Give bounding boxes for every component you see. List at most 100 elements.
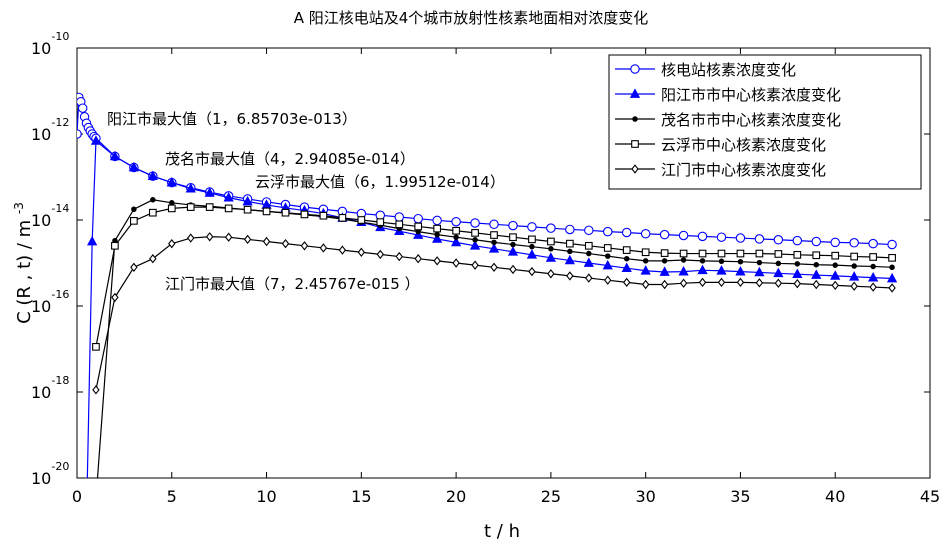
data-point	[224, 232, 233, 242]
data-point	[851, 263, 857, 269]
data-point	[490, 262, 498, 272]
data-point	[77, 103, 88, 113]
chart-title: A 阳江核电站及4个城市放射性核素地面相对浓度变化	[294, 9, 649, 27]
data-point	[319, 243, 328, 253]
data-point	[850, 281, 858, 291]
data-point	[224, 204, 233, 213]
data-point	[375, 210, 386, 221]
data-point	[566, 271, 574, 281]
data-point	[186, 203, 195, 211]
data-point	[792, 268, 803, 279]
legend-marker	[631, 140, 639, 148]
y-tick-base: 10	[31, 125, 51, 144]
legend-label: 茂名市市中心核素浓度变化	[661, 111, 841, 129]
data-point	[812, 279, 820, 290]
x-axis-label: t / h	[484, 521, 520, 542]
data-point	[147, 170, 158, 180]
data-point	[128, 161, 139, 172]
legend-entry: 茂名市市中心核素浓度变化	[615, 111, 841, 129]
data-point	[623, 255, 630, 262]
series-4	[92, 203, 896, 351]
data-point	[679, 278, 688, 288]
data-point	[697, 231, 708, 242]
data-point	[888, 283, 896, 293]
data-point	[642, 258, 649, 264]
data-point	[453, 234, 459, 240]
legend-marker	[629, 88, 641, 98]
data-point	[736, 277, 745, 288]
data-point	[281, 238, 290, 249]
data-point	[281, 208, 290, 217]
data-point	[205, 203, 214, 211]
data-point	[87, 235, 98, 246]
data-point	[735, 265, 746, 276]
data-point	[697, 264, 708, 275]
data-point	[509, 233, 517, 242]
data-point	[585, 273, 593, 283]
data-point	[641, 248, 650, 257]
data-point	[528, 266, 536, 277]
data-point	[488, 243, 500, 253]
data-point	[111, 241, 119, 250]
data-point	[490, 231, 498, 239]
data-point	[395, 220, 404, 229]
data-point	[849, 238, 859, 248]
series-group	[77, 92, 898, 478]
data-point	[526, 249, 538, 259]
y-tick-label: 10-18	[31, 374, 69, 402]
data-point	[621, 227, 632, 238]
y-axis-label-exponent: -3	[12, 202, 26, 214]
data-point	[547, 237, 555, 246]
data-point	[565, 239, 574, 248]
data-point	[605, 253, 611, 259]
data-point	[414, 222, 423, 231]
legend-label: 云浮市中心核素浓度变化	[661, 136, 826, 154]
data-point	[869, 282, 877, 292]
data-point	[717, 249, 726, 258]
axis-ticks: 0 5 10 15 20 25 30 35 40 4510-1010-1210-1410-1610…	[31, 30, 940, 506]
data-point	[130, 217, 138, 225]
data-point	[242, 195, 253, 206]
legend-entry: 核电站核素浓度变化	[615, 61, 796, 79]
data-point	[300, 210, 309, 219]
data-point	[794, 261, 801, 267]
data-point	[148, 208, 157, 217]
data-point	[811, 269, 822, 279]
data-point	[546, 223, 556, 233]
data-point	[659, 266, 670, 276]
y-axis-label-group: C (R , t) / m -3	[12, 202, 35, 324]
data-point	[586, 250, 592, 257]
x-tick-label: 30	[635, 487, 655, 506]
data-point	[450, 236, 462, 247]
data-point	[168, 238, 176, 249]
data-point	[262, 236, 271, 247]
data-point	[376, 218, 385, 227]
y-tick-exponent: -16	[51, 288, 69, 301]
y-tick-exponent: -18	[51, 374, 69, 387]
y-tick-label: 10-20	[31, 460, 69, 488]
data-point	[357, 247, 366, 257]
data-point	[583, 257, 594, 267]
data-point	[472, 237, 478, 243]
data-point	[565, 224, 575, 235]
data-point	[640, 265, 651, 275]
legend-entry: 云浮市中心核素浓度变化	[615, 136, 826, 154]
y-tick-base: 10	[31, 211, 51, 230]
y-tick-exponent: -10	[51, 30, 69, 43]
data-point	[774, 250, 783, 258]
data-point	[678, 265, 689, 276]
x-tick-label: 15	[351, 487, 371, 506]
data-point	[131, 206, 137, 213]
data-point	[471, 260, 479, 270]
data-point	[471, 229, 479, 237]
data-point	[469, 240, 481, 250]
data-point	[680, 257, 687, 263]
data-point	[529, 243, 535, 250]
data-point	[338, 214, 347, 222]
data-point	[167, 204, 176, 213]
x-tick-label: 25	[541, 487, 561, 506]
data-point	[792, 235, 803, 246]
data-point	[717, 277, 726, 288]
data-point	[433, 256, 441, 266]
